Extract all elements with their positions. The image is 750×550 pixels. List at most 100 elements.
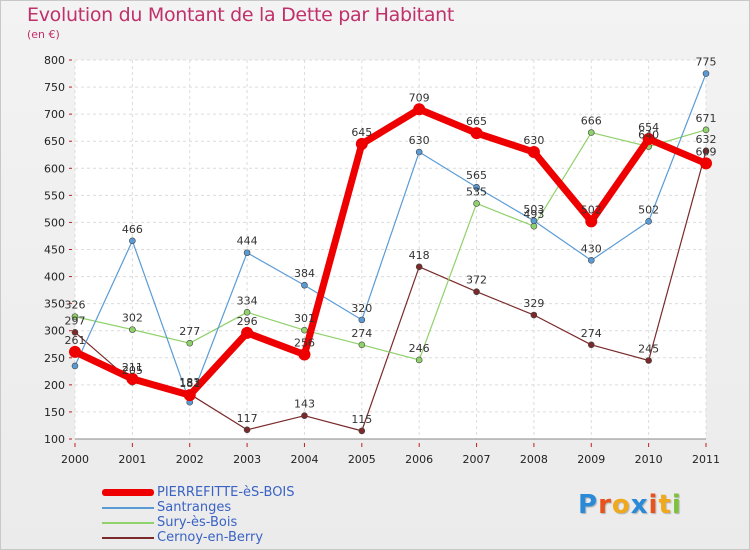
- data-label: 630: [409, 134, 430, 147]
- data-label: 535: [466, 185, 487, 198]
- data-label: 654: [638, 121, 659, 134]
- y-tick-label: 300: [44, 325, 65, 338]
- y-tick-label: 400: [44, 271, 65, 284]
- data-label: 384: [294, 267, 315, 280]
- data-point: [530, 217, 538, 225]
- data-label: 117: [237, 412, 258, 425]
- data-label: 181: [179, 377, 200, 390]
- data-point: [301, 412, 308, 420]
- legend-item-sury: Sury-ès-Bois: [102, 515, 295, 530]
- series-line-2: [74, 129, 707, 361]
- data-point: [527, 146, 540, 159]
- data-label: 632: [696, 133, 717, 146]
- data-label: 115: [351, 413, 372, 426]
- proxiti-logo: Proxiti: [578, 490, 682, 520]
- x-tick-label: 2009: [577, 453, 605, 466]
- data-label: 502: [638, 203, 659, 216]
- data-point: [642, 133, 655, 146]
- data-label: 565: [466, 169, 487, 182]
- data-label: 261: [65, 334, 86, 347]
- x-tick-label: 2008: [520, 453, 548, 466]
- data-label: 630: [523, 134, 544, 147]
- data-point: [358, 316, 366, 324]
- y-tick-label: 350: [44, 298, 65, 311]
- data-label: 277: [179, 325, 200, 338]
- data-label: 493: [523, 208, 544, 221]
- data-label: 444: [237, 235, 258, 248]
- y-tick-label: 450: [44, 244, 65, 257]
- y-tick-label: 650: [44, 135, 65, 148]
- data-label: 502: [581, 203, 602, 216]
- data-point: [585, 215, 598, 228]
- y-tick-label: 150: [44, 406, 65, 419]
- y-tick-label: 800: [44, 54, 65, 67]
- legend-swatch: [102, 536, 154, 539]
- data-label: 297: [65, 314, 86, 327]
- data-label: 256: [294, 337, 315, 350]
- data-point: [645, 357, 652, 364]
- data-point: [241, 326, 254, 339]
- legend-item-santranges: Santranges: [102, 500, 295, 515]
- data-label: 246: [409, 342, 430, 355]
- data-label: 430: [581, 242, 602, 255]
- data-label: 503: [523, 203, 544, 216]
- legend-label: PIERREFITTE-èS-BOIS: [157, 485, 295, 500]
- x-tick-label: 2006: [405, 453, 433, 466]
- data-point: [183, 389, 196, 402]
- data-point: [470, 127, 483, 140]
- x-tick-label: 2003: [233, 453, 261, 466]
- data-point: [415, 263, 423, 271]
- data-labels: 261 211 181 296 256 645 709 665 630 502 654 609 466 4…: [65, 56, 717, 426]
- data-label: 211: [122, 361, 143, 374]
- logo-letter: i: [648, 490, 659, 520]
- series-line-1: [74, 72, 707, 403]
- y-axis-ticks: 100 150 200 250 300 350 400 450 500 550 600 650 700 7…: [44, 54, 72, 446]
- legend-item-cernoy: Cernoy-en-Berry: [102, 530, 295, 545]
- data-point: [71, 329, 79, 336]
- data-label: 301: [294, 312, 315, 325]
- legend: PIERREFITTE-èS-BOIS Santranges Sury-ès-B…: [102, 485, 295, 545]
- data-label: 665: [466, 115, 487, 128]
- data-label: 775: [696, 56, 717, 69]
- data-point: [69, 345, 81, 358]
- data-label: 274: [581, 327, 602, 340]
- data-point: [71, 313, 79, 320]
- y-tick-label: 750: [44, 81, 65, 94]
- data-point: [702, 147, 710, 155]
- legend-label: Cernoy-en-Berry: [157, 530, 264, 545]
- data-point: [301, 326, 308, 334]
- legend-label: Santranges: [157, 500, 232, 515]
- data-label: 143: [294, 398, 315, 411]
- data-point: [530, 311, 538, 319]
- data-point: [700, 157, 712, 170]
- data-point: [129, 237, 136, 245]
- data-point: [415, 148, 423, 156]
- data-point: [358, 427, 366, 435]
- x-axis-ticks: 2000 2001 2002 2003 2004 2005 2006 2007 2008 2009…: [61, 443, 720, 466]
- data-label: 709: [409, 91, 430, 104]
- data-point: [243, 426, 251, 434]
- data-point: [186, 339, 194, 347]
- data-label: 640: [638, 129, 659, 142]
- data-point: [702, 70, 710, 77]
- data-point: [702, 126, 710, 134]
- y-tick-label: 700: [44, 108, 65, 121]
- legend-swatch: [102, 489, 154, 496]
- y-tick-label: 200: [44, 379, 65, 392]
- y-tick-label: 500: [44, 216, 65, 229]
- data-point: [473, 200, 480, 207]
- logo-letter: r: [598, 490, 612, 520]
- logo-letter: i: [671, 490, 682, 520]
- data-point: [243, 249, 251, 257]
- logo-letter: o: [611, 490, 631, 520]
- data-point: [129, 326, 136, 333]
- y-tick-label: 100: [44, 433, 65, 446]
- x-tick-label: 2001: [118, 453, 146, 466]
- data-label: 274: [351, 327, 372, 340]
- data-point: [645, 218, 652, 225]
- x-tick-label: 2002: [176, 453, 204, 466]
- data-label: 326: [65, 299, 86, 312]
- data-point: [71, 362, 79, 370]
- data-label: 334: [237, 294, 258, 307]
- data-label: 296: [237, 315, 258, 328]
